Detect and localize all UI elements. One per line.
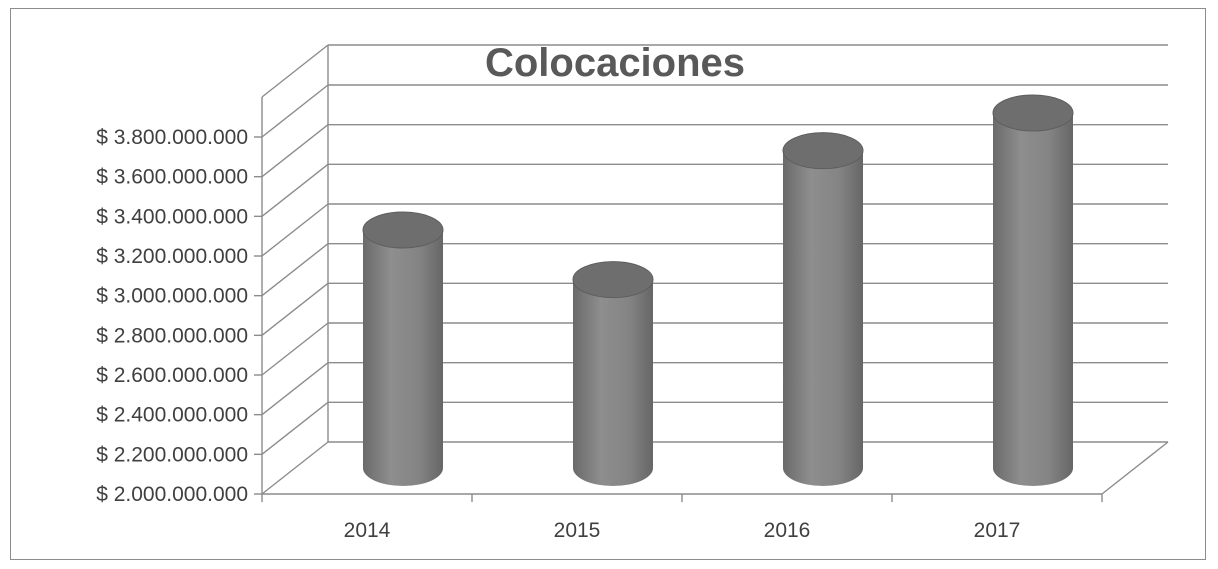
gridline-side bbox=[261, 84, 329, 138]
bar-2015 bbox=[572, 261, 654, 486]
bar-top bbox=[782, 132, 864, 170]
y-tick-label: $ 2.800.000.000 bbox=[96, 324, 248, 347]
gridline-side bbox=[261, 243, 329, 297]
gridline-side bbox=[261, 124, 329, 178]
y-tick-label: $ 2.000.000.000 bbox=[96, 483, 248, 506]
bar-top bbox=[572, 261, 654, 299]
gridline-side bbox=[261, 203, 329, 257]
x-tick-label: 2015 bbox=[554, 519, 601, 542]
gridline-side bbox=[261, 282, 329, 336]
y-tick-label: $ 3.200.000.000 bbox=[96, 245, 248, 268]
y-tick-label: $ 3.600.000.000 bbox=[96, 166, 248, 189]
bars bbox=[362, 94, 1074, 486]
bar-2014 bbox=[362, 211, 444, 486]
bar-top bbox=[992, 94, 1074, 132]
x-tick-label: 2016 bbox=[764, 519, 811, 542]
y-tick-label: $ 3.000.000.000 bbox=[96, 285, 248, 308]
bar-2016 bbox=[782, 132, 864, 486]
gridline-side bbox=[261, 322, 329, 376]
gridline-side bbox=[261, 362, 329, 416]
y-tick-label: $ 2.400.000.000 bbox=[96, 404, 248, 427]
gridline-side bbox=[261, 163, 329, 217]
bar-top bbox=[362, 211, 444, 249]
y-tick-label: $ 2.600.000.000 bbox=[96, 364, 248, 387]
y-tick-label: $ 2.200.000.000 bbox=[96, 443, 248, 466]
chart-title: Colocaciones bbox=[485, 41, 745, 85]
bar-body bbox=[783, 150, 863, 486]
y-tick-label: $ 3.800.000.000 bbox=[96, 126, 248, 149]
x-tick-label: 2017 bbox=[974, 519, 1021, 542]
y-tick-label: $ 3.400.000.000 bbox=[96, 205, 248, 228]
gridline-side-top bbox=[261, 44, 329, 98]
x-tick-label: 2014 bbox=[344, 519, 391, 542]
gridline-side bbox=[261, 441, 329, 495]
bar-2017 bbox=[992, 94, 1074, 486]
bar-body bbox=[363, 230, 443, 486]
bar-body bbox=[573, 279, 653, 486]
y-axis-tick-labels: $ 2.000.000.000 $ 2.200.000.000 $ 2.400.00… bbox=[96, 126, 248, 506]
floor-right-edge bbox=[1101, 441, 1169, 495]
gridline-side bbox=[261, 401, 329, 455]
bar-body bbox=[993, 112, 1073, 486]
x-axis-tick-labels: 2014 2015 2016 2017 bbox=[344, 519, 1021, 542]
